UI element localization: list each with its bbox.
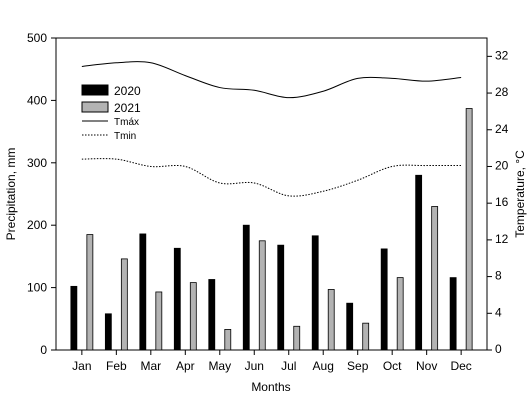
bar-2021-feb [120, 258, 128, 351]
x-tick-label-jan: Jan [72, 359, 91, 373]
x-tick-label-apr: Apr [176, 359, 195, 373]
bar-2020-jul [277, 244, 285, 351]
legend-label-tmax: Tmáx [114, 117, 139, 128]
right-tick-label: 12 [495, 232, 509, 246]
bar-2020-nov [415, 174, 423, 351]
bar-2021-apr [189, 282, 197, 351]
left-tick-label: 200 [27, 218, 47, 232]
line-group [81, 61, 462, 197]
left-tick-label: 300 [27, 156, 47, 170]
right-tick-label: 16 [495, 195, 509, 209]
x-tick-label-dec: Dec [450, 359, 471, 373]
legend-label-tmin: Tmin [114, 131, 136, 142]
bar-2021-oct [396, 277, 404, 351]
bar-2021-aug [327, 289, 335, 351]
bar-2020-sep [346, 302, 354, 351]
x-axis-title: Months [251, 380, 290, 394]
bar-group [70, 108, 473, 351]
x-tick-label-feb: Feb [106, 359, 127, 373]
bar-2020-oct [380, 248, 388, 351]
right-tick-label: 20 [495, 158, 509, 172]
right-tick-label: 8 [495, 269, 502, 283]
right-tick-label: 28 [495, 85, 509, 99]
x-tick-label-may: May [208, 359, 231, 373]
bar-2021-nov [431, 206, 439, 351]
bar-2020-feb [104, 313, 112, 351]
bar-2020-jun [242, 224, 250, 351]
bar-2021-may [224, 329, 232, 351]
x-tick-label-mar: Mar [140, 359, 161, 373]
bar-2021-jan [86, 234, 94, 351]
bar-2021-jul [293, 325, 301, 351]
x-tick-label-jun: Jun [245, 359, 264, 373]
legend-swatch-2020 [81, 84, 109, 96]
right-tick-label: 24 [495, 122, 509, 136]
x-tick-label-oct: Oct [383, 359, 402, 373]
legend-swatch-2021 [81, 101, 109, 113]
bar-2021-dec [465, 108, 473, 351]
right-tick-label: 4 [495, 305, 502, 319]
x-tick-label-nov: Nov [416, 359, 437, 373]
left-tick-label: 400 [27, 93, 47, 107]
bar-2020-apr [173, 247, 181, 351]
left-tick-label: 100 [27, 281, 47, 295]
left-tick-label: 0 [40, 343, 47, 357]
bar-2020-jan [70, 285, 78, 351]
legend-label-2020: 2020 [114, 84, 141, 98]
x-axis: Jan Feb Mar Apr May Jun Jul Aug Sep Oct Nov Dec [72, 350, 472, 373]
right-tick-label: 32 [495, 48, 509, 62]
left-axis: 0 100 200 300 400 500 [27, 31, 56, 357]
bar-2020-may [208, 279, 216, 351]
bar-2020-dec [449, 277, 457, 351]
right-tick-label: 0 [495, 342, 502, 356]
x-tick-label-aug: Aug [313, 359, 334, 373]
line-tmax [81, 61, 462, 99]
left-tick-label: 500 [27, 31, 47, 45]
right-axis: 0 4 8 12 16 20 24 28 32 [487, 48, 509, 356]
y2-axis-title: Temperature, °C [513, 150, 527, 238]
plot-frame [55, 37, 488, 351]
bar-2021-jun [258, 240, 266, 351]
bar-2020-mar [139, 233, 147, 351]
x-tick-label-jul: Jul [281, 359, 296, 373]
legend: 2020 2021 Tmáx Tmin [81, 84, 141, 142]
bar-2020-aug [311, 235, 319, 351]
bar-2021-mar [155, 291, 163, 351]
legend-label-2021: 2021 [114, 101, 141, 115]
bar-2021-sep [362, 322, 370, 351]
line-tmin [81, 158, 462, 197]
x-tick-label-sep: Sep [347, 359, 369, 373]
y-axis-title: Precipitation, mm [4, 148, 18, 241]
